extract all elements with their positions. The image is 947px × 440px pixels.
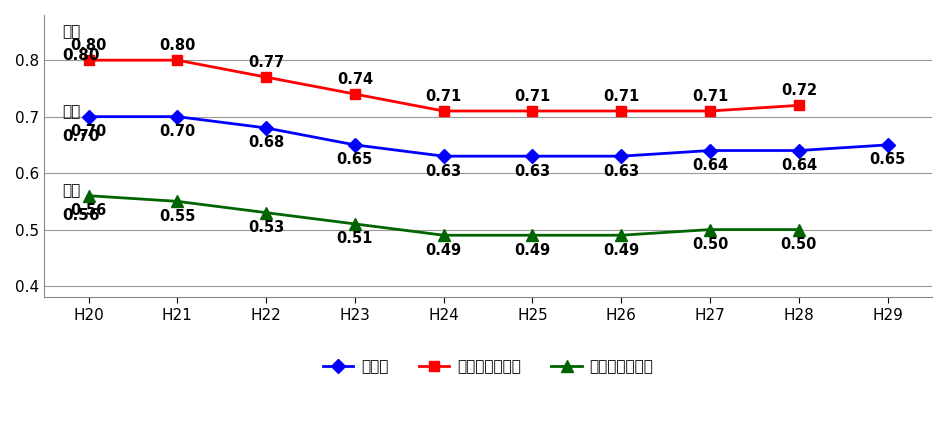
全国市町村平均 <box>82 193 94 198</box>
Text: 0.71: 0.71 <box>692 88 728 104</box>
県内市町村平均 <box>438 108 449 114</box>
Text: 0.49: 0.49 <box>514 242 550 257</box>
Text: 0.74: 0.74 <box>337 72 373 87</box>
県内市町村平均 <box>171 58 183 63</box>
Text: 0.49: 0.49 <box>425 242 462 257</box>
Text: 0.63: 0.63 <box>514 164 550 179</box>
県内市町村平均 <box>794 103 805 108</box>
Text: 0.80: 0.80 <box>62 48 99 63</box>
八街市 <box>171 114 183 119</box>
Text: 全国: 全国 <box>62 183 80 198</box>
Text: 0.77: 0.77 <box>248 55 284 70</box>
Text: 県内: 県内 <box>62 24 80 39</box>
Line: 県内市町村平均: 県内市町村平均 <box>83 55 804 116</box>
八街市 <box>349 142 361 147</box>
Text: 0.80: 0.80 <box>159 38 195 53</box>
八街市 <box>438 154 449 159</box>
八街市 <box>82 114 94 119</box>
八街市 <box>794 148 805 153</box>
Text: 0.63: 0.63 <box>425 164 462 179</box>
全国市町村平均 <box>260 210 272 215</box>
Text: 0.71: 0.71 <box>603 88 639 104</box>
八街市 <box>705 148 716 153</box>
Text: 0.70: 0.70 <box>159 124 195 139</box>
Line: 八街市: 八街市 <box>83 112 892 161</box>
八街市 <box>882 142 893 147</box>
県内市町村平均 <box>349 92 361 97</box>
全国市町村平均 <box>705 227 716 232</box>
Text: 0.70: 0.70 <box>62 129 99 144</box>
Text: 0.63: 0.63 <box>603 164 639 179</box>
Text: 0.71: 0.71 <box>425 88 462 104</box>
Legend: 八街市, 県内市町村平均, 全国市町村平均: 八街市, 県内市町村平均, 全国市町村平均 <box>316 353 659 380</box>
Text: 0.70: 0.70 <box>70 124 107 139</box>
Text: 0.53: 0.53 <box>248 220 284 235</box>
県内市町村平均 <box>82 58 94 63</box>
県内市町村平均 <box>705 108 716 114</box>
Text: 0.68: 0.68 <box>248 135 284 150</box>
Text: 八街: 八街 <box>62 104 80 120</box>
県内市町村平均 <box>616 108 627 114</box>
Text: 0.80: 0.80 <box>70 38 107 53</box>
八街市 <box>260 125 272 131</box>
Text: 0.55: 0.55 <box>159 209 195 224</box>
全国市町村平均 <box>171 199 183 204</box>
Text: 0.50: 0.50 <box>692 237 728 252</box>
Text: 0.71: 0.71 <box>514 88 550 104</box>
県内市町村平均 <box>527 108 538 114</box>
八街市 <box>527 154 538 159</box>
全国市町村平均 <box>616 233 627 238</box>
県内市町村平均 <box>260 74 272 80</box>
Text: 0.64: 0.64 <box>692 158 728 173</box>
Text: 0.51: 0.51 <box>337 231 373 246</box>
Line: 全国市町村平均: 全国市町村平均 <box>83 190 804 241</box>
Text: 0.65: 0.65 <box>337 152 373 167</box>
全国市町村平均 <box>527 233 538 238</box>
Text: 0.72: 0.72 <box>780 83 817 98</box>
全国市町村平均 <box>438 233 449 238</box>
Text: 0.50: 0.50 <box>780 237 817 252</box>
Text: 0.65: 0.65 <box>869 152 905 167</box>
全国市町村平均 <box>794 227 805 232</box>
Text: 0.64: 0.64 <box>780 158 817 173</box>
八街市 <box>616 154 627 159</box>
Text: 0.56: 0.56 <box>70 203 107 218</box>
全国市町村平均 <box>349 221 361 227</box>
Text: 0.56: 0.56 <box>62 208 99 223</box>
Text: 0.49: 0.49 <box>603 242 639 257</box>
